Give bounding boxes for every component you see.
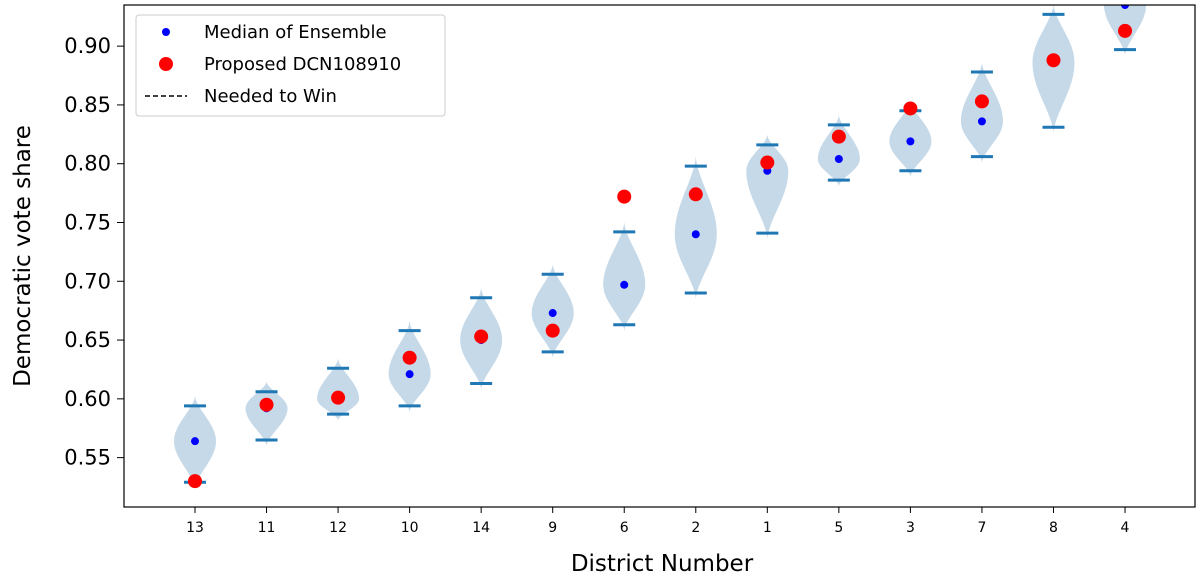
proposed-point-district-6	[617, 189, 632, 204]
proposed-point-district-5	[831, 129, 846, 144]
violin-district-6	[603, 221, 646, 331]
x-tick-label-5: 5	[834, 520, 843, 536]
x-tick-label-1: 1	[763, 520, 772, 536]
legend-box	[135, 14, 446, 117]
proposed-markers-group	[188, 23, 1133, 489]
plot-frame	[123, 4, 1196, 508]
median-point-district-4	[1121, 5, 1130, 9]
legend-proposed-marker	[159, 57, 173, 71]
x-tick-label-12: 12	[329, 520, 347, 536]
x-tick-label-9: 9	[548, 520, 557, 536]
x-tick-label-2: 2	[691, 520, 700, 536]
violin-district-8	[1032, 5, 1075, 134]
y-tick-label-6: 0.85	[64, 93, 111, 117]
y-tick-label-1: 0.60	[64, 387, 111, 411]
median-point-district-6	[620, 280, 629, 289]
x-tick-label-14: 14	[472, 520, 490, 536]
proposed-point-district-2	[688, 187, 703, 202]
median-point-district-9	[548, 309, 557, 318]
y-tick-label-2: 0.65	[64, 328, 111, 352]
median-point-district-2	[691, 230, 700, 239]
proposed-point-district-3	[903, 101, 918, 116]
x-axis-label: District Number	[571, 551, 754, 577]
proposed-point-district-7	[974, 94, 989, 109]
violin-district-11	[245, 381, 288, 446]
x-tick-label-4: 4	[1121, 520, 1130, 536]
legend-median-label: Median of Ensemble	[204, 22, 387, 43]
legend-needed-label: Needed to Win	[204, 86, 337, 107]
median-point-district-10	[405, 370, 414, 379]
y-axis-label: Democratic vote share	[10, 125, 36, 387]
median-point-district-7	[977, 117, 986, 126]
violin-district-12	[317, 358, 360, 421]
legend-proposed-label: Proposed DCN108910	[204, 54, 401, 75]
violin-district-7	[961, 62, 1003, 163]
x-tick-label-3: 3	[906, 520, 915, 536]
x-axis: 13 11 12 10 14 9 6 2 1 5 3 7 8 4	[186, 507, 1130, 536]
median-point-district-5	[834, 155, 843, 164]
x-tick-label-6: 6	[620, 520, 629, 536]
violin-district-5	[817, 114, 860, 187]
proposed-point-district-14	[474, 329, 489, 344]
proposed-point-district-12	[331, 390, 346, 405]
proposed-point-district-4	[1118, 23, 1133, 38]
violin-district-2	[674, 156, 717, 299]
violin-group	[174, 5, 1146, 489]
x-tick-label-13: 13	[186, 520, 204, 536]
legend-median-marker	[162, 28, 170, 36]
proposed-point-district-11	[259, 397, 274, 412]
y-tick-label-7: 0.90	[64, 34, 111, 58]
proposed-point-district-9	[545, 323, 560, 338]
legend: Median of Ensemble Proposed DCN108910 Ne…	[135, 14, 446, 117]
proposed-point-district-1	[760, 155, 775, 170]
y-axis: 0.55 0.60 0.65 0.70 0.75 0.80 0.85 0.90	[64, 34, 124, 470]
y-tick-label-4: 0.75	[64, 210, 111, 234]
violin-district-10	[388, 320, 431, 412]
y-tick-label-3: 0.70	[64, 269, 111, 293]
x-tick-label-10: 10	[401, 520, 419, 536]
x-tick-label-7: 7	[977, 520, 986, 536]
x-tick-label-8: 8	[1049, 520, 1058, 536]
x-tick-label-11: 11	[258, 520, 276, 536]
proposed-point-district-10	[402, 350, 417, 365]
median-point-district-3	[906, 137, 915, 146]
extrema-group	[184, 12, 1137, 484]
proposed-point-district-8	[1046, 53, 1061, 68]
median-point-district-13	[191, 437, 199, 446]
violin-district-1	[746, 134, 789, 240]
proposed-point-district-13	[188, 474, 202, 489]
y-tick-label-5: 0.80	[64, 152, 111, 176]
y-tick-label-0: 0.55	[64, 446, 111, 470]
